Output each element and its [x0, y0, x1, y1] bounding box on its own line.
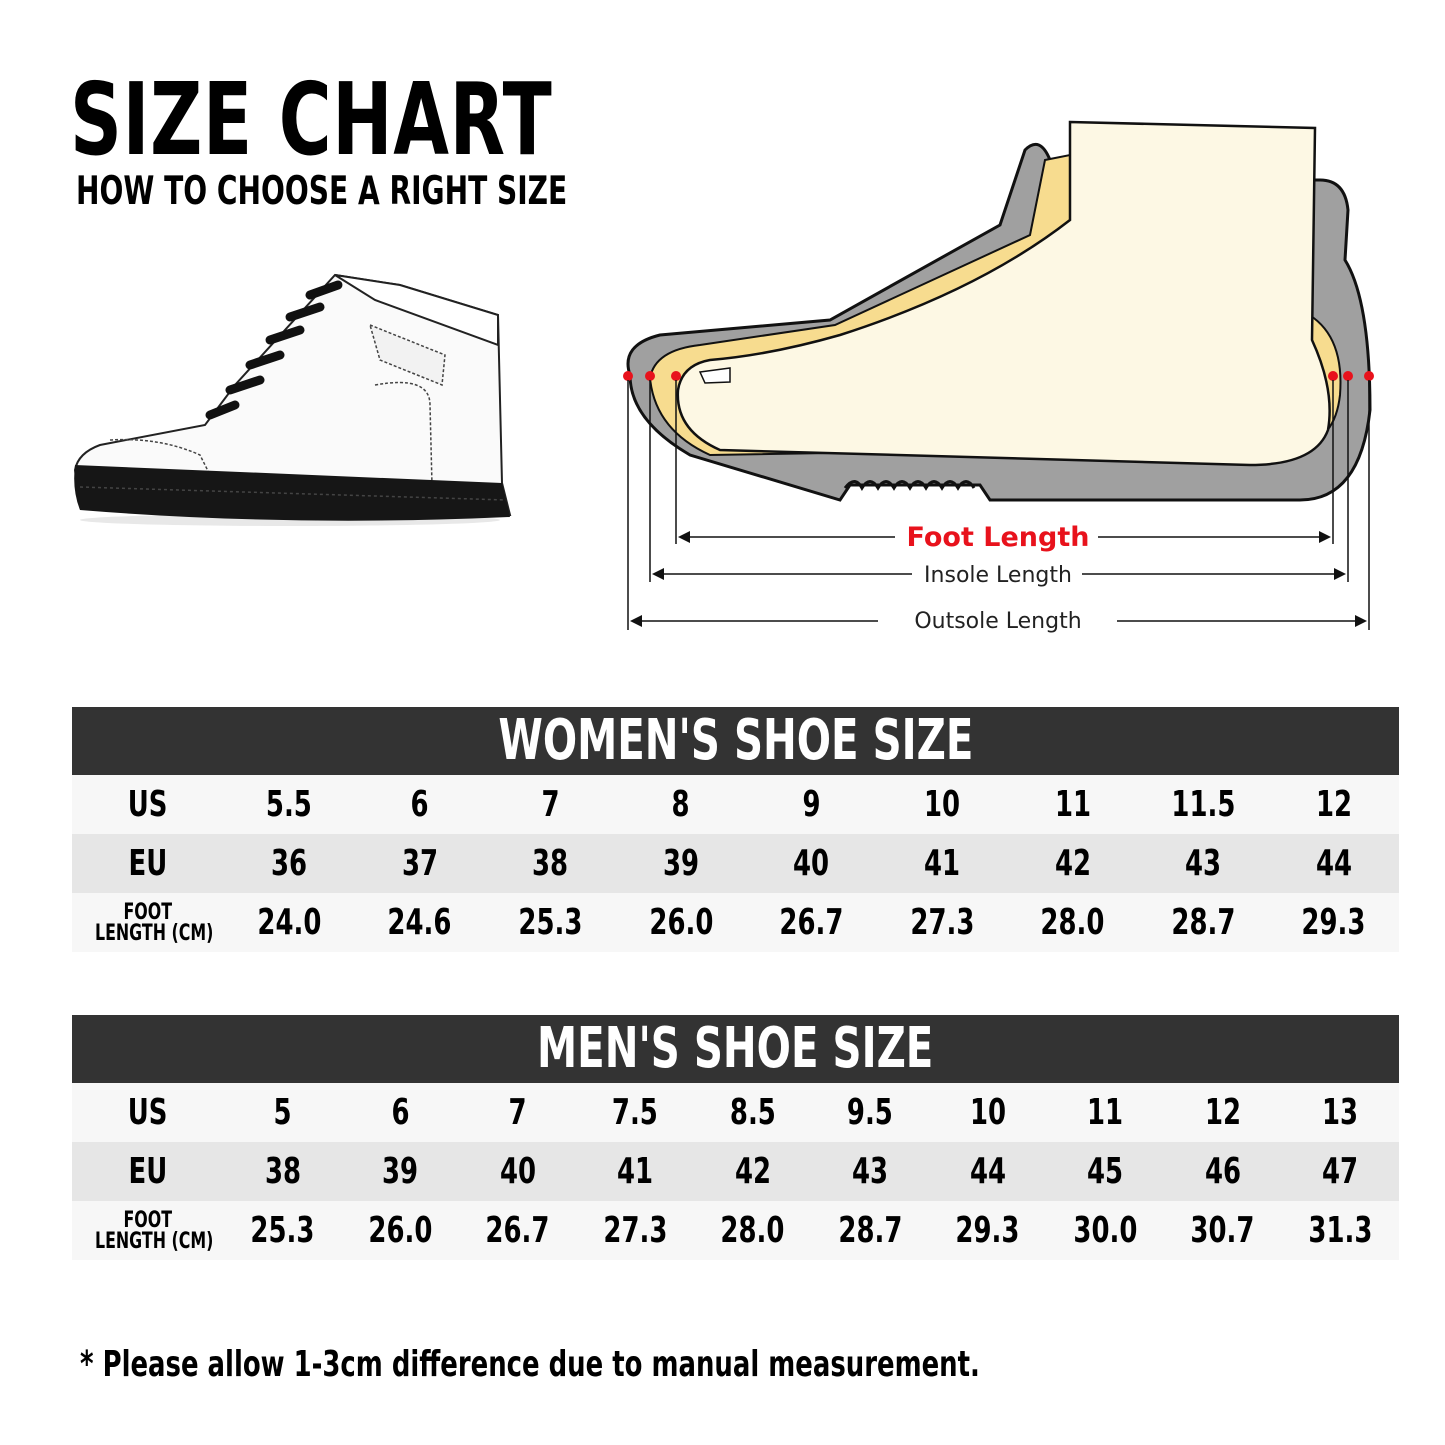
- table-cell: 10: [969, 1092, 1006, 1133]
- women-eu-row: EU 36 37 38 39 40 41 42 43 44: [72, 834, 1399, 893]
- table-cell: 7: [541, 784, 560, 825]
- mens-table-title: MEN'S SHOE SIZE: [72, 1015, 1399, 1083]
- table-cell: 28.7: [838, 1210, 903, 1251]
- table-cell: 41: [923, 843, 961, 884]
- table-cell: 43: [1185, 843, 1222, 884]
- table-cell: 47: [1322, 1151, 1359, 1192]
- table-cell: 11.5: [1171, 784, 1236, 825]
- table-cell: 41: [617, 1151, 654, 1192]
- row-label: US: [128, 1092, 168, 1133]
- men-us-row: US 5 6 7 7.5 8.5 9.5 10 11 12 13: [72, 1083, 1399, 1142]
- table-cell: 12: [1315, 784, 1352, 825]
- page-title: SIZE CHART: [70, 61, 553, 178]
- measurement-footnote: * Please allow 1-3cm difference due to m…: [80, 1344, 980, 1385]
- table-cell: 27.3: [603, 1210, 668, 1251]
- table-cell: 11: [1054, 784, 1091, 825]
- row-label: FOOT LENGTH (CM): [95, 1207, 214, 1254]
- table-cell: 8.5: [729, 1092, 776, 1133]
- row-label: EU: [128, 1151, 168, 1192]
- mens-size-table: MEN'S SHOE SIZE US 5 6 7 7.5 8.5 9.5 10 11 12 13 E…: [72, 1015, 1399, 1260]
- table-cell: 9.5: [847, 1092, 894, 1133]
- measurement-points: [623, 371, 1374, 381]
- outsole-length-label: Outsole Length: [914, 609, 1081, 634]
- foot-shape: [676, 120, 1331, 467]
- table-cell: 6: [410, 784, 429, 825]
- table-cell: 5: [273, 1092, 292, 1133]
- womens-table-title: WOMEN'S SHOE SIZE: [72, 707, 1399, 775]
- table-cell: 31.3: [1308, 1210, 1373, 1251]
- women-foot-length-row: FOOT LENGTH (CM) 24.0 24.6 25.3 26.0 26.7 27.3 2…: [72, 893, 1399, 952]
- table-cell: 7: [508, 1092, 527, 1133]
- women-us-row: US 5.5 6 7 8 9 10 11 11.5 12: [72, 775, 1399, 834]
- table-cell: 42: [1054, 843, 1091, 884]
- table-cell: 13: [1322, 1092, 1359, 1133]
- table-cell: 29.3: [955, 1210, 1020, 1251]
- table-cell: 11: [1087, 1092, 1124, 1133]
- table-cell: 30.7: [1190, 1210, 1255, 1251]
- insole-length-label: Insole Length: [924, 563, 1072, 588]
- table-cell: 6: [391, 1092, 410, 1133]
- table-cell: 42: [734, 1151, 771, 1192]
- table-cell: 39: [382, 1151, 419, 1192]
- table-cell: 29.3: [1301, 902, 1366, 943]
- table-cell: 27.3: [910, 902, 975, 943]
- table-cell: 39: [662, 843, 699, 884]
- table-cell: 25.3: [250, 1210, 315, 1251]
- table-cell: 37: [401, 843, 438, 884]
- table-cell: 12: [1204, 1092, 1241, 1133]
- table-cell: 26.0: [648, 902, 713, 943]
- table-cell: 43: [852, 1151, 889, 1192]
- table-cell: 30.0: [1073, 1210, 1138, 1251]
- table-cell: 28.0: [1040, 902, 1105, 943]
- table-cell: 45: [1087, 1151, 1124, 1192]
- men-foot-length-row: FOOT LENGTH (CM) 25.3 26.0 26.7 27.3 28.0 28.7 2…: [72, 1201, 1399, 1260]
- table-cell: 26.0: [368, 1210, 433, 1251]
- page-subtitle: HOW TO CHOOSE A RIGHT SIZE: [76, 169, 568, 214]
- table-cell: 38: [532, 843, 569, 884]
- table-cell: 28.7: [1171, 902, 1236, 943]
- row-label: FOOT LENGTH (CM): [95, 899, 214, 946]
- table-cell: 28.0: [720, 1210, 785, 1251]
- table-cell: 44: [969, 1151, 1006, 1192]
- table-cell: 40: [793, 843, 830, 884]
- table-cell: 25.3: [518, 902, 583, 943]
- table-cell: 24.0: [257, 902, 322, 943]
- table-cell: 44: [1315, 843, 1352, 884]
- table-cell: 5.5: [266, 784, 313, 825]
- table-cell: 7.5: [612, 1092, 659, 1133]
- men-eu-row: EU 38 39 40 41 42 43 44 45 46 47: [72, 1142, 1399, 1201]
- row-label: EU: [128, 843, 168, 884]
- table-cell: 26.7: [779, 902, 844, 943]
- table-cell: 24.6: [387, 902, 452, 943]
- sneaker-image: [73, 273, 512, 526]
- table-cell: 36: [271, 843, 308, 884]
- table-cell: 26.7: [485, 1210, 550, 1251]
- table-cell: 9: [802, 784, 821, 825]
- foot-length-label: Foot Length: [907, 522, 1090, 553]
- table-cell: 40: [499, 1151, 536, 1192]
- table-cell: 38: [264, 1151, 301, 1192]
- table-cell: 10: [923, 784, 961, 825]
- table-cell: 8: [671, 784, 690, 825]
- table-cell: 46: [1204, 1151, 1241, 1192]
- foot-measurement-diagram: Foot Length Insole Length Outsole Length: [623, 120, 1374, 634]
- row-label: US: [128, 784, 168, 825]
- womens-size-table: WOMEN'S SHOE SIZE US 5.5 6 7 8 9 10 11 11.5 12 EU…: [72, 707, 1399, 952]
